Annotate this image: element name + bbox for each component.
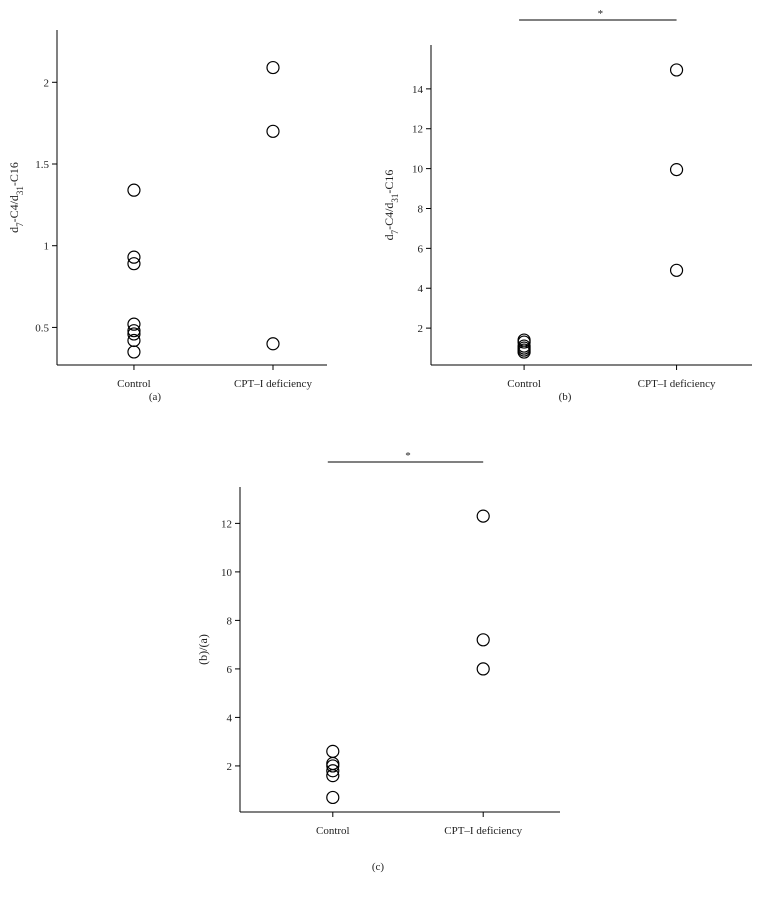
y-axis-label: d7-C4/d31-C16 (382, 170, 400, 241)
point (266, 337, 280, 351)
y-axis-label: (b)/(a) (196, 634, 210, 665)
point (326, 756, 340, 771)
point (326, 764, 340, 778)
point (127, 345, 141, 359)
y-tick-label: 10 (221, 567, 233, 579)
panel-label: (a) (149, 391, 162, 403)
point (517, 335, 531, 349)
y-tick-label: 6 (418, 243, 424, 255)
point (326, 769, 340, 783)
y-tick-label: 1.5 (35, 159, 49, 171)
point (476, 662, 490, 676)
y-tick-label: 2 (227, 761, 233, 773)
x-tick-label: CPT–I deficiency (234, 378, 312, 390)
point (127, 324, 141, 338)
y-tick-label: 4 (227, 712, 233, 724)
y-tick-label: 2 (44, 77, 50, 89)
y-axis-label-part: 31 (15, 186, 25, 195)
y-axis-label-part: -C16 (382, 170, 396, 194)
y-axis-label: d7-C4/d31-C16 (7, 162, 25, 233)
y-tick-label: 12 (412, 124, 423, 136)
y-axis-label-part: 7 (15, 222, 25, 227)
y-tick-label: 4 (418, 283, 424, 295)
y-tick-label: 14 (412, 84, 424, 96)
y-tick-label: 6 (227, 664, 233, 676)
y-axis-label-part: -C4/d (382, 203, 396, 230)
x-tick-label: CPT–I deficiency (444, 825, 523, 837)
y-tick-label: 0.5 (35, 322, 49, 334)
y-tick-label: 8 (227, 615, 233, 627)
point (476, 633, 490, 647)
y-axis-label-part: 31 (390, 194, 400, 203)
panel-label: (b) (559, 391, 572, 403)
y-tick-label: 10 (412, 164, 424, 176)
y-axis-label-part: (b)/(a) (196, 634, 210, 665)
y-axis-label-part: d (7, 227, 21, 233)
point (326, 790, 340, 805)
point (127, 183, 141, 197)
point (669, 263, 684, 277)
point (517, 345, 531, 359)
x-tick-label: Control (117, 378, 151, 390)
panel-label: (c) (372, 861, 385, 873)
significance-label: * (405, 450, 411, 462)
y-tick-label: 1 (44, 241, 50, 253)
point (669, 63, 684, 77)
y-axis-label-part: d (382, 234, 396, 240)
point (127, 257, 141, 271)
y-tick-label: 2 (418, 323, 424, 335)
point (326, 759, 340, 773)
x-tick-label: CPT–I deficiency (637, 378, 716, 390)
point (669, 163, 684, 177)
point (266, 60, 280, 75)
y-tick-label: 12 (221, 518, 232, 530)
y-axis-label-part: -C16 (7, 162, 21, 186)
significance-label: * (598, 8, 604, 20)
point (326, 744, 340, 758)
point (127, 327, 141, 341)
x-tick-label: Control (315, 825, 350, 837)
point (127, 250, 141, 264)
point (127, 317, 141, 331)
point (266, 124, 280, 138)
y-axis-label-part: 7 (390, 229, 400, 234)
point (476, 509, 490, 523)
y-axis-label-part: -C4/d (7, 195, 21, 222)
y-tick-label: 8 (418, 203, 424, 215)
x-tick-label: Control (507, 378, 541, 390)
